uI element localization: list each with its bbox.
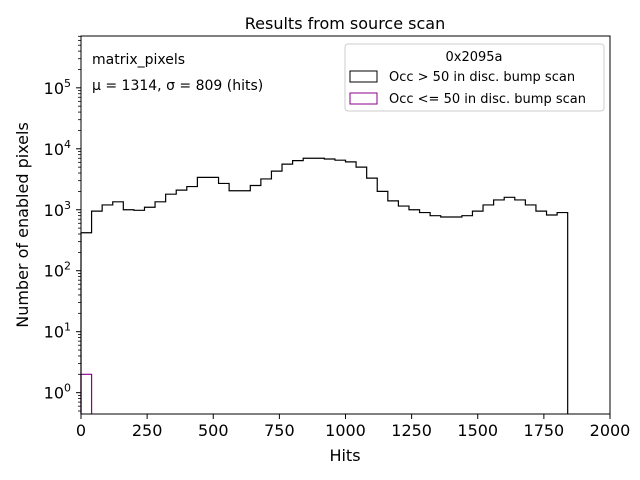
x-tick-label: 750 [264, 421, 295, 440]
y-tick-label: 101 [44, 321, 71, 342]
series-0-outline [80, 157, 569, 414]
x-tick-label: 1750 [524, 421, 565, 440]
y-axis: 100 101 102 103 104 105 [44, 35, 81, 412]
y-tick-label: 100 [44, 382, 71, 403]
y-tick-label: 102 [44, 260, 71, 281]
legend: 0x2095a Occ > 50 in disc. bump scan Occ … [344, 43, 605, 112]
x-axis: 0 250 500 750 1000 1250 1500 1750 2000 [76, 414, 630, 440]
annotation-dataset: matrix_pixels [92, 52, 185, 68]
y-axis-label: Number of enabled pixels [13, 122, 32, 328]
legend-label-occ-gt-50: Occ > 50 in disc. bump scan [389, 70, 575, 85]
x-tick-label: 0 [76, 421, 86, 440]
legend-swatch-occ-le-50 [349, 92, 378, 105]
x-tick-label: 1250 [391, 421, 432, 440]
y-tick-label: 104 [44, 138, 71, 159]
x-tick-label: 1500 [457, 421, 498, 440]
legend-label-occ-le-50: Occ <= 50 in disc. bump scan [389, 92, 586, 107]
x-axis-label: Hits [329, 446, 360, 465]
x-tick-label: 1000 [325, 421, 366, 440]
chart-title: Results from source scan [245, 14, 445, 33]
annotation-stats: μ = 1314, σ = 809 (hits) [92, 78, 263, 94]
legend-frame [344, 43, 605, 112]
legend-title: 0x2095a [445, 50, 502, 65]
x-tick-label: 500 [198, 421, 229, 440]
legend-swatch-occ-gt-50 [349, 70, 378, 83]
y-tick-label: 105 [44, 77, 71, 98]
x-tick-label: 2000 [590, 421, 631, 440]
y-tick-label: 103 [44, 199, 71, 220]
x-tick-label: 250 [132, 421, 163, 440]
